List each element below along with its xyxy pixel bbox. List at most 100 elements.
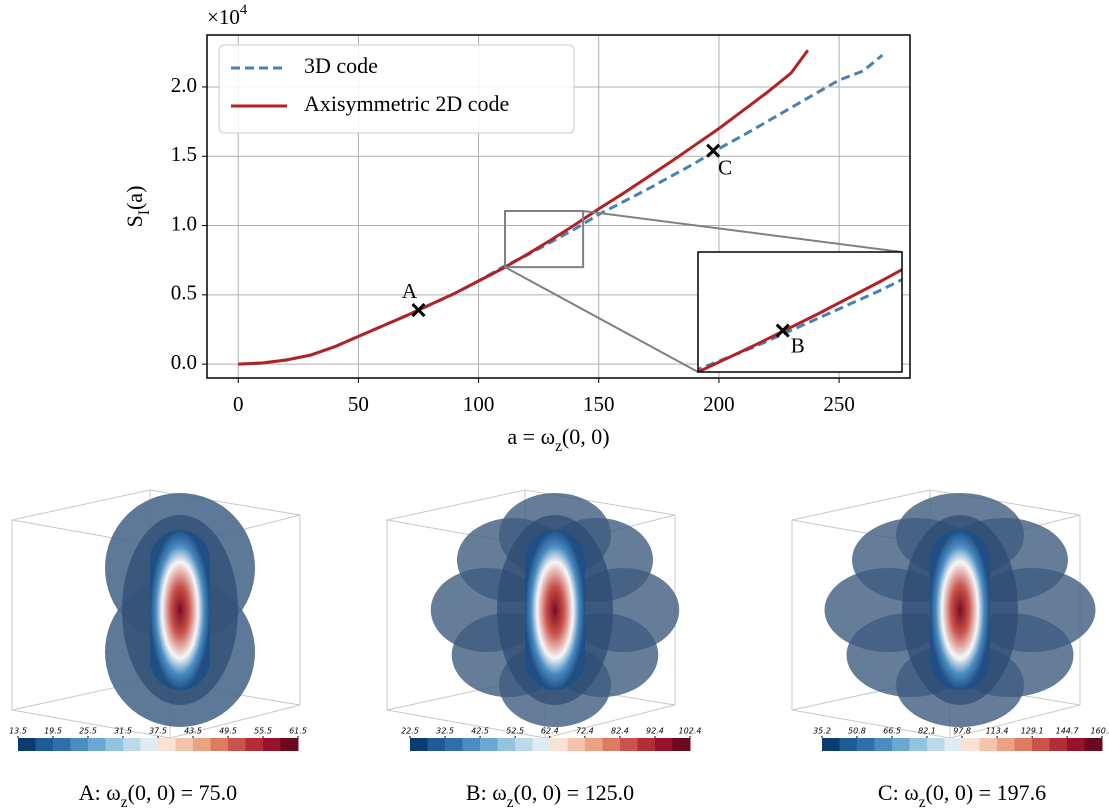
x-tick-label: 250: [823, 392, 855, 416]
marker: [775, 323, 790, 338]
colorbar-cell: [822, 738, 840, 751]
series-line: [238, 53, 884, 366]
colorbar-cell: [497, 738, 516, 751]
colorbar-tick-label: 82.4: [611, 727, 629, 736]
colorbar-tick-label: 61.5: [289, 727, 307, 736]
axis-offset-part: ×10: [207, 5, 240, 29]
colorbar-cell: [944, 738, 963, 751]
colorbar-tick-label: 129.1: [1021, 727, 1044, 736]
marker-label: B: [791, 333, 805, 357]
colorbar-tick-label: 102.4: [679, 727, 702, 736]
y-axis-label-part: S: [122, 215, 147, 227]
colorbar-tick-label: 13.5: [9, 727, 27, 736]
colorbar-tick-label: 35.2: [813, 727, 831, 736]
colorbar-cell: [105, 738, 124, 751]
colorbar-cell: [927, 738, 945, 751]
panel-caption: C: ωz(0, 0) = 197.6: [878, 780, 1046, 811]
plot-area: [698, 267, 902, 372]
marker: [706, 143, 721, 158]
colorbar-tick-label: 113.4: [986, 727, 1009, 736]
panel-caption-part: (0, 0) = 75.0: [128, 780, 238, 805]
axis-offset-part: 4: [240, 2, 248, 18]
colorbar-tick-label: 22.5: [401, 727, 419, 736]
colorbar-cell: [445, 738, 463, 751]
colorbar-cell: [193, 738, 211, 751]
colorbar-cell: [1032, 738, 1050, 751]
axes-frame: [206, 34, 911, 379]
x-tick-label: 50: [348, 392, 369, 416]
vortex-render: [430, 493, 680, 727]
panel-caption-part: z: [121, 794, 128, 811]
colorbar-tick-label: 72.4: [576, 727, 594, 736]
colorbar-cell: [462, 738, 481, 751]
colorbar-cell: [515, 738, 533, 751]
panel-caption-part: z: [507, 794, 514, 811]
colorbar-cell: [18, 738, 36, 751]
colorbar-cell: [839, 738, 858, 751]
colorbar-cell: [175, 738, 194, 751]
colorbar-cell: [550, 738, 568, 751]
colorbar-tick-label: 144.7: [1056, 727, 1080, 736]
plot-area: [238, 49, 884, 366]
colorbar-cell: [245, 738, 264, 751]
y-tick-label: 1.0: [171, 211, 197, 235]
colorbar-cell: [892, 738, 910, 751]
x-tick-label: 0: [233, 392, 244, 416]
colorbar-cell: [410, 738, 428, 751]
colorbar-cell: [567, 738, 586, 751]
inset-frame: [697, 251, 903, 373]
zoom-region: [504, 210, 585, 269]
x-axis-label-part: a = ω: [507, 424, 555, 449]
x-tick-label: 200: [703, 392, 735, 416]
marker-label: A: [402, 279, 418, 303]
colorbar-cell: [263, 738, 281, 751]
x-tick-label: 100: [463, 392, 495, 416]
y-tick-label: 0.0: [171, 350, 197, 374]
colorbar-cell: [140, 738, 159, 751]
y-axis-label: SI(a): [122, 186, 153, 228]
colorbar-cell: [1049, 738, 1068, 751]
colorbar-tick-label: 55.5: [254, 727, 272, 736]
zoom-connector: [504, 266, 699, 373]
panel-caption-part: C: ω: [878, 780, 919, 805]
colorbar-cell: [427, 738, 446, 751]
y-tick-label: 0.5: [171, 281, 197, 305]
colorbar-tick-label: 25.5: [79, 727, 97, 736]
vortex-core: [525, 530, 585, 690]
colorbar-tick-label: 43.5: [184, 727, 202, 736]
colorbar-cell: [35, 738, 54, 751]
y-tick-label: 1.5: [171, 142, 197, 166]
x-axis-label: a = ωz(0, 0): [507, 424, 609, 455]
series-line: [698, 267, 902, 372]
marker: [411, 303, 426, 318]
legend-label: Axisymmetric 2D code: [304, 91, 509, 116]
colorbar-tick-label: 66.5: [883, 727, 901, 736]
zoom-connector: [583, 210, 903, 253]
colorbar-tick-label: 32.5: [436, 727, 454, 736]
axis-offset: ×104: [207, 2, 248, 28]
colorbar-cell: [979, 738, 998, 751]
inset-box: [698, 252, 902, 372]
x-tick-label: 150: [583, 392, 615, 416]
colorbar-cell: [228, 738, 246, 751]
vortex-render: [105, 493, 255, 727]
colorbar-tick-label: 82.1: [918, 727, 936, 736]
colorbar-tick-label: 62.4: [541, 727, 559, 736]
colorbar-cell: [997, 738, 1015, 751]
colorbar-cell: [280, 738, 299, 751]
y-tick-label: 2.0: [171, 73, 197, 97]
vortex-core: [150, 530, 210, 690]
vortex-core: [930, 530, 990, 690]
panel-caption-part: z: [919, 794, 926, 811]
colorbar-cell: [70, 738, 89, 751]
colorbar-tick-label: 19.5: [44, 727, 62, 736]
colorbar-cell: [53, 738, 71, 751]
colorbar-tick-label: 92.4: [646, 727, 664, 736]
panel-caption-part: (0, 0) = 197.6: [926, 780, 1047, 805]
x-axis-label-part: z: [555, 438, 562, 455]
x-axis-label-part: (0, 0): [562, 424, 610, 449]
colorbar-tick-label: 37.5: [149, 727, 167, 736]
y-axis-label-part: (a): [122, 186, 147, 210]
